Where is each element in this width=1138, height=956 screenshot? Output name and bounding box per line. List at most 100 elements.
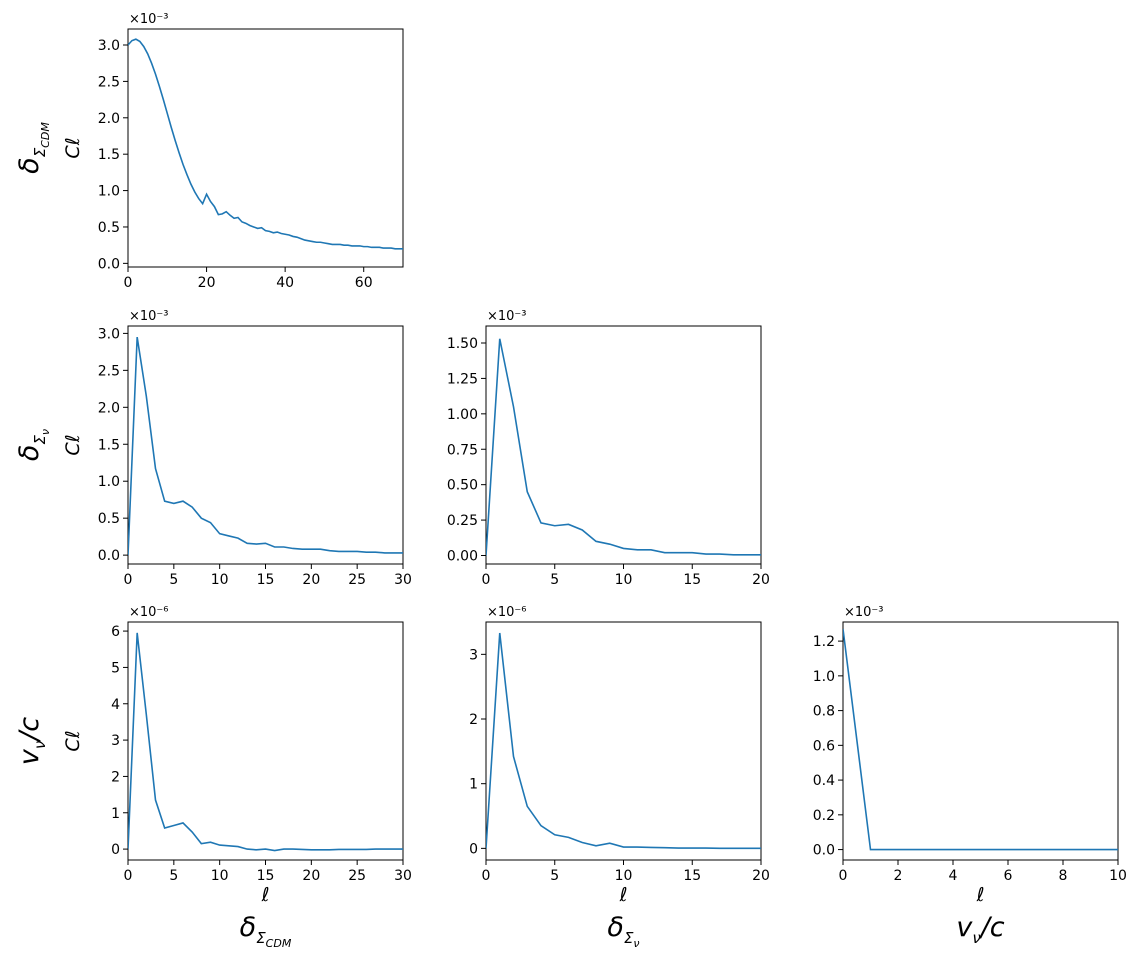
x-tick-label: 15 <box>257 868 275 884</box>
y-tick-label: 5 <box>111 660 120 676</box>
y-tick-label: 1.25 <box>447 371 478 387</box>
x-tick-label: 2 <box>894 868 903 884</box>
axes-frame <box>127 325 404 565</box>
y-tick-label: 2 <box>469 712 478 728</box>
y-tick-label: 0.0 <box>98 548 120 564</box>
y-tick-label: 0.5 <box>98 220 120 236</box>
y-tick-label: 0.50 <box>447 478 478 494</box>
x-tick-label: 20 <box>752 572 770 588</box>
row-label-1: δΣν <box>14 429 52 461</box>
y-tick-label: 0.25 <box>447 513 478 529</box>
y-tick-label: 1 <box>469 777 478 793</box>
x-tick-label: 60 <box>355 275 373 291</box>
x-tick-label: 10 <box>1109 868 1127 884</box>
y-tick-label: 1.0 <box>98 184 120 200</box>
x-tick-label: 10 <box>615 572 633 588</box>
y-tick-label: 0.5 <box>98 511 120 527</box>
y-tick-label: 1.5 <box>98 437 120 453</box>
row-label-0: δΣCDM <box>14 122 52 174</box>
y-tick-label: 0 <box>469 841 478 857</box>
y-offset-multiplier: ×10⁻³ <box>487 309 527 324</box>
y-tick-label: 1.00 <box>447 407 478 423</box>
y-tick-label: 1.0 <box>813 669 835 685</box>
x-tick-label: 15 <box>257 572 275 588</box>
series-line <box>843 628 1118 851</box>
x-tick-label: 30 <box>394 868 412 884</box>
column-label-0: δΣCDM <box>240 912 292 950</box>
x-tick-label: 5 <box>550 868 559 884</box>
panel-r2c2: 0 2 4 6 8 10 0.0 0.2 0.4 0.6 0.8 1.0 1.2 ×10⁻³ ℓ <box>813 605 1127 906</box>
panel-r2c0: 0 5 10 15 20 25 30 0 1 2 3 4 5 6 ×10⁻⁶ Cℓ ℓ <box>62 605 412 906</box>
x-tick-label: 15 <box>683 572 701 588</box>
y-tick-label: 0.2 <box>813 808 835 824</box>
axes-frame <box>127 28 404 268</box>
y-tick-label: 1.0 <box>98 474 120 490</box>
y-tick-label: 1 <box>111 806 120 822</box>
x-tick-label: 6 <box>1004 868 1013 884</box>
x-tick-label: 5 <box>169 572 178 588</box>
series-line <box>128 632 403 852</box>
x-tick-label: 20 <box>752 868 770 884</box>
y-tick-label: 2.5 <box>98 363 120 379</box>
y-axis-label: Cℓ <box>62 137 84 158</box>
y-axis-label: Cℓ <box>62 730 84 751</box>
x-tick-label: 20 <box>302 572 320 588</box>
x-tick-label: 20 <box>302 868 320 884</box>
y-offset-multiplier: ×10⁻⁶ <box>487 605 527 620</box>
x-tick-label: 8 <box>1059 868 1068 884</box>
x-tick-label: 10 <box>211 572 229 588</box>
x-tick-label: 30 <box>394 572 412 588</box>
series-line <box>486 632 761 850</box>
series-line <box>128 38 403 250</box>
x-tick-label: 40 <box>276 275 294 291</box>
panel-r1c0: 0 5 10 15 20 25 30 0.0 0.5 1.0 1.5 2.0 2.5 3.0 ×10⁻³ Cℓ <box>62 309 412 588</box>
y-tick-label: 6 <box>111 624 120 640</box>
y-tick-label: 3 <box>111 733 120 749</box>
axes-frame <box>485 325 762 565</box>
x-axis-label: ℓ <box>976 884 985 906</box>
y-tick-label: 3.0 <box>98 38 120 54</box>
y-tick-label: 4 <box>111 697 120 713</box>
x-tick-label: 15 <box>683 868 701 884</box>
y-tick-label: 0.75 <box>447 442 478 458</box>
x-axis-label: ℓ <box>619 884 628 906</box>
x-tick-label: 0 <box>839 868 848 884</box>
column-label-2: vν/c <box>956 912 1004 947</box>
x-tick-label: 0 <box>124 868 133 884</box>
row-label-2: vν/c <box>14 717 49 765</box>
x-tick-label: 25 <box>348 868 366 884</box>
y-tick-label: 1.50 <box>447 336 478 352</box>
x-tick-label: 20 <box>198 275 216 291</box>
y-offset-multiplier: ×10⁻³ <box>129 309 169 324</box>
y-tick-label: 0.0 <box>813 843 835 859</box>
panel-r2c1: 0 5 10 15 20 0 1 2 3 ×10⁻⁶ ℓ <box>469 605 770 906</box>
panel-r1c1: 0 5 10 15 20 0.00 0.25 0.50 0.75 1.00 1.25 1.50 ×10⁻… <box>447 309 770 588</box>
x-tick-label: 5 <box>550 572 559 588</box>
x-tick-label: 0 <box>482 868 491 884</box>
axes-frame <box>842 621 1119 861</box>
x-tick-label: 0 <box>482 572 491 588</box>
panel-r0c0: 0 20 40 60 0.0 0.5 1.0 1.5 2.0 2.5 3.0 ×10⁻³ Cℓ <box>62 12 404 291</box>
axes-frame <box>485 621 762 861</box>
y-offset-multiplier: ×10⁻³ <box>844 605 884 620</box>
y-tick-label: 0.6 <box>813 738 835 754</box>
column-label-1: δΣν <box>607 912 639 950</box>
x-tick-label: 10 <box>211 868 229 884</box>
y-tick-label: 0.8 <box>813 704 835 720</box>
x-tick-label: 4 <box>949 868 958 884</box>
y-tick-label: 0.00 <box>447 549 478 565</box>
y-tick-label: 3 <box>469 647 478 663</box>
y-tick-label: 3.0 <box>98 326 120 342</box>
y-tick-label: 2.0 <box>98 400 120 416</box>
axes-frame <box>127 621 404 861</box>
y-tick-label: 2 <box>111 769 120 785</box>
y-axis-label: Cℓ <box>62 434 84 455</box>
series-line <box>486 338 761 556</box>
y-offset-multiplier: ×10⁻³ <box>129 12 169 27</box>
y-tick-label: 1.2 <box>813 634 835 650</box>
y-tick-label: 2.5 <box>98 74 120 90</box>
x-tick-label: 10 <box>615 868 633 884</box>
y-tick-label: 0 <box>111 842 120 858</box>
y-offset-multiplier: ×10⁻⁶ <box>129 605 169 620</box>
